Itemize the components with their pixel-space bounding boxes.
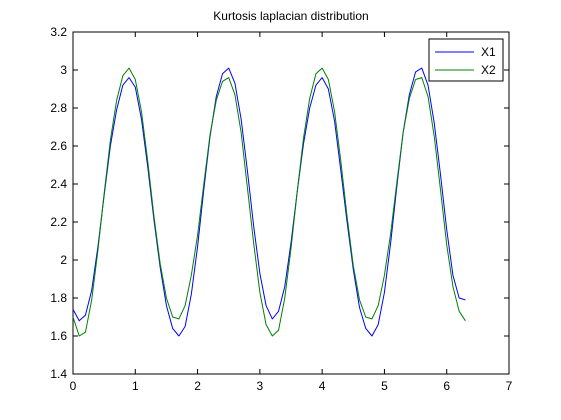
y-axis-ticks: 1.4 1.6 1.8 2 2.2 2.4 2.6 2.8 3 3.2 <box>50 25 509 381</box>
legend-x1-label: X1 <box>481 45 496 59</box>
x-tick-label: 4 <box>319 379 326 393</box>
series-line-x2 <box>72 67 466 337</box>
legend-x2-label: X2 <box>481 63 496 77</box>
y-tick-label: 2.6 <box>50 139 67 153</box>
y-tick-label: 2.2 <box>50 215 67 229</box>
series-lines <box>72 67 466 337</box>
plot-area <box>72 31 510 375</box>
y-tick-label: 2 <box>60 253 67 267</box>
x-tick-label: 3 <box>257 379 264 393</box>
y-tick-label: 2.4 <box>50 177 67 191</box>
x-tick-label: 1 <box>132 379 139 393</box>
legend: X1 X2 <box>428 38 504 82</box>
x-tick-label: 5 <box>381 379 388 393</box>
legend-box <box>428 38 504 82</box>
y-tick-label: 1.8 <box>50 291 67 305</box>
y-tick-label: 1.4 <box>50 367 67 381</box>
y-tick-label: 3 <box>60 63 67 77</box>
chart-title: Kurtosis laplacian distribution <box>213 9 368 23</box>
x-tick-label: 6 <box>443 379 450 393</box>
y-tick-label: 1.6 <box>50 329 67 343</box>
x-tick-label: 2 <box>194 379 201 393</box>
y-tick-label: 2.8 <box>50 101 67 115</box>
y-tick-label: 3.2 <box>50 25 67 39</box>
x-tick-label: 0 <box>70 379 77 393</box>
x-axis-ticks: 0 1 2 3 4 5 6 7 <box>70 32 513 393</box>
x-tick-label: 7 <box>506 379 513 393</box>
